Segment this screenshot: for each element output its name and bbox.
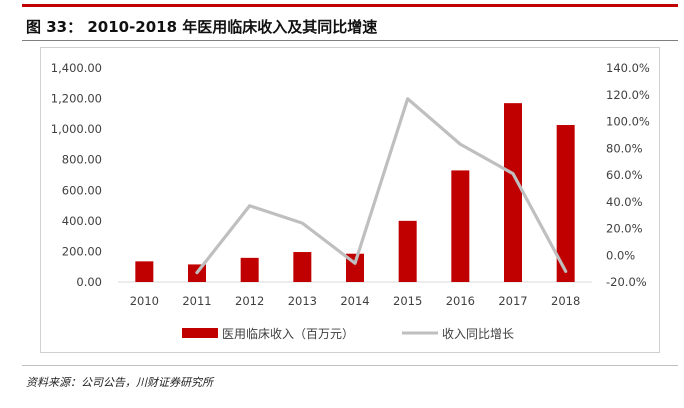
legend-swatch-bar [182, 328, 218, 338]
left-tick-label: 400.00 [62, 214, 102, 228]
x-tick-label: 2011 [182, 294, 211, 308]
figure-title: 图 33： 2010-2018 年医用临床收入及其同比增速 [26, 18, 378, 36]
x-tick-label: 2017 [498, 294, 527, 308]
bar-series [135, 103, 575, 283]
bar-2017 [504, 103, 522, 283]
right-tick-label: 40.0% [606, 195, 643, 209]
right-tick-label: -20.0% [606, 275, 647, 289]
left-tick-label: 600.00 [62, 183, 102, 197]
left-tick-label: 1,400.00 [51, 61, 102, 75]
left-tick-label: 1,000.00 [51, 122, 102, 136]
title-accent-bar [22, 4, 678, 7]
footer-divider [22, 365, 678, 366]
left-tick-label: 1,200.00 [51, 92, 102, 106]
source-note: 资料来源：公司公告，川财证券研究所 [26, 376, 213, 389]
chart-canvas: 1,400.00 1,200.00 1,000.00 800.00 600.00 400.… [51, 61, 650, 341]
growth-line [195, 97, 568, 275]
bar-2016 [451, 170, 470, 282]
bar-2012 [240, 257, 259, 282]
bar-2018 [556, 125, 575, 282]
right-tick-label: 100.0% [606, 115, 650, 129]
x-tick-label: 2018 [551, 294, 580, 308]
bar-2010 [135, 261, 154, 282]
x-tick-label: 2016 [446, 294, 475, 308]
x-tick-label: 2014 [340, 294, 369, 308]
right-tick-label: 20.0% [606, 222, 643, 236]
x-tick-label: 2013 [288, 294, 317, 308]
left-axis-ticks: 1,400.00 1,200.00 1,000.00 800.00 600.00 400.… [51, 61, 102, 289]
x-tick-label: 2015 [393, 294, 422, 308]
legend-label-bar: 医用临床收入（百万元） [222, 327, 354, 341]
bar-2015 [398, 220, 417, 282]
right-tick-label: 80.0% [606, 141, 643, 155]
x-tick-label: 2012 [235, 294, 264, 308]
x-tick-label: 2010 [130, 294, 159, 308]
title-divider [22, 40, 678, 41]
legend-label-line: 收入同比增长 [442, 327, 514, 341]
chart-frame [40, 47, 660, 353]
legend: 医用临床收入（百万元） 收入同比增长 [182, 327, 514, 341]
x-axis-ticks: 2010 2011 2012 2013 2014 2015 2016 2017 2018 [130, 294, 581, 308]
right-axis-ticks: 140.0% 120.0% 100.0% 80.0% 60.0% 40.0% 20.0% 0.… [606, 61, 650, 289]
right-tick-label: 140.0% [606, 61, 650, 75]
left-tick-label: 0.00 [76, 275, 102, 289]
left-tick-label: 800.00 [62, 153, 102, 167]
right-tick-label: 60.0% [606, 168, 643, 182]
line-series [195, 97, 568, 275]
left-tick-label: 200.00 [62, 244, 102, 258]
right-tick-label: 0.0% [606, 248, 635, 262]
right-tick-label: 120.0% [606, 88, 650, 102]
bar-2013 [293, 252, 312, 282]
